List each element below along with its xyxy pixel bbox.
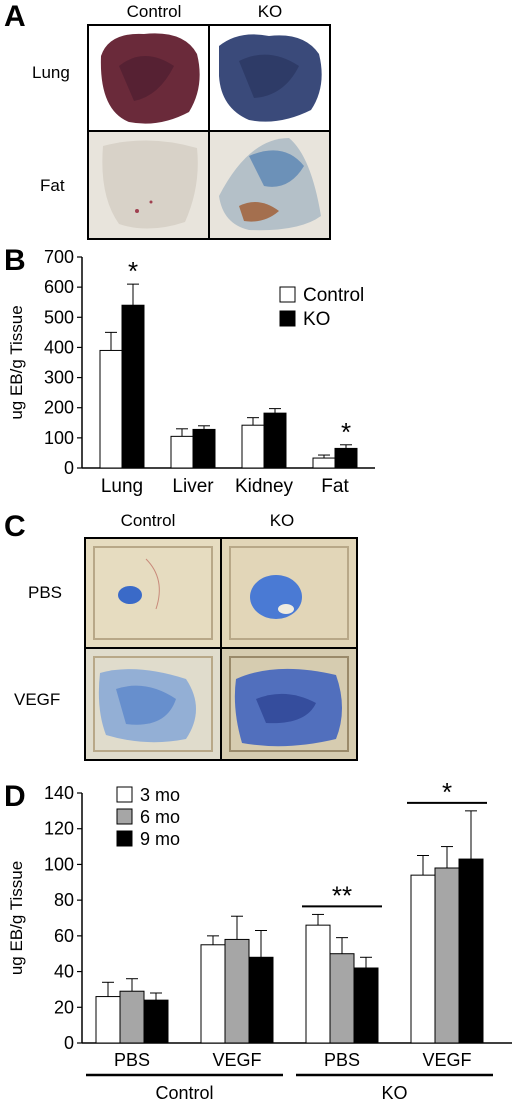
b-significance-star: * bbox=[341, 417, 351, 447]
d-x-tick-label: PBS bbox=[114, 1050, 150, 1070]
b-bar-ko bbox=[334, 447, 358, 469]
b-bar-control bbox=[312, 457, 336, 469]
b-bar-control bbox=[241, 424, 265, 469]
d-legend-label: 6 mo bbox=[140, 807, 180, 827]
panel-a-col-label-control: Control bbox=[126, 2, 182, 21]
panel-c-row-label-pbs: PBS bbox=[28, 583, 63, 602]
panel-b-chart: 0 100 200 300 400 500 600 700 ug EB/g Tissue Lung… bbox=[7, 247, 375, 497]
pbs-control-dye bbox=[118, 586, 142, 604]
panel-a-photos bbox=[89, 26, 329, 238]
panel-c-photos bbox=[86, 539, 356, 759]
d-x-tick-label: VEGF bbox=[422, 1050, 471, 1070]
d-group-label: Control bbox=[155, 1083, 213, 1103]
panel-a-row-label-lung: Lung bbox=[32, 63, 70, 82]
d-y-tick-label: 80 bbox=[54, 890, 74, 910]
panel-c-col-label-ko: KO bbox=[269, 511, 295, 530]
d-bar-6mo bbox=[224, 938, 250, 1044]
panel-c-row-label-vegf: VEGF bbox=[14, 690, 61, 709]
b-bar-ko bbox=[192, 428, 216, 469]
b-legend-swatch bbox=[279, 286, 296, 303]
d-group-label: KO bbox=[381, 1083, 407, 1103]
b-y-tick-label: 200 bbox=[44, 398, 74, 418]
d-y-tick-label: 60 bbox=[54, 926, 74, 946]
b-bar-ko bbox=[263, 412, 287, 469]
d-significance-star: * bbox=[442, 777, 452, 807]
panel-a-photo-grid bbox=[87, 24, 331, 240]
d-y-tick-label: 100 bbox=[44, 854, 74, 874]
b-bar-control bbox=[99, 349, 123, 469]
panel-c-label: C bbox=[4, 510, 26, 543]
b-y-tick-label: 600 bbox=[44, 277, 74, 297]
b-y-tick-label: 400 bbox=[44, 337, 74, 357]
b-x-tick-label: Liver bbox=[172, 476, 214, 497]
d-y-tick-label: 40 bbox=[54, 962, 74, 982]
d-bar-9mo bbox=[143, 999, 169, 1044]
b-y-tick-label: 700 bbox=[44, 247, 74, 267]
panel-d-label: D bbox=[4, 780, 26, 813]
panel-c-photo-grid bbox=[84, 537, 358, 761]
d-bar-3mo bbox=[305, 924, 331, 1044]
d-x-tick-label: PBS bbox=[324, 1050, 360, 1070]
d-bar-9mo bbox=[458, 858, 484, 1044]
panel-a-col-label-ko: KO bbox=[257, 2, 283, 21]
d-x-tick-label: VEGF bbox=[212, 1050, 261, 1070]
d-bar-3mo bbox=[410, 874, 436, 1044]
d-bar-3mo bbox=[95, 996, 121, 1044]
fat-control-tissue bbox=[102, 140, 198, 229]
b-bar-ko bbox=[121, 304, 145, 469]
d-legend-swatch bbox=[116, 808, 133, 825]
d-y-tick-label: 120 bbox=[44, 819, 74, 839]
b-x-tick-label: Fat bbox=[321, 476, 349, 497]
d-bar-6mo bbox=[434, 867, 460, 1044]
d-bar-9mo bbox=[353, 967, 379, 1044]
d-legend-label: 3 mo bbox=[140, 785, 180, 805]
b-y-tick-label: 0 bbox=[64, 458, 74, 478]
b-legend-label: Control bbox=[303, 285, 364, 306]
b-y-tick-label: 300 bbox=[44, 368, 74, 388]
panel-d-chart: 0 20 40 60 80 100 120 140 ug EB/g Tissue PBS VEGF P… bbox=[7, 777, 512, 1103]
d-bar-3mo bbox=[200, 944, 226, 1044]
d-y-tick-label: 140 bbox=[44, 783, 74, 803]
d-legend-swatch bbox=[116, 830, 133, 847]
d-y-axis-label: ug EB/g Tissue bbox=[7, 861, 26, 975]
b-bar-control bbox=[170, 435, 194, 469]
d-y-tick-label: 0 bbox=[64, 1033, 74, 1053]
d-legend-swatch bbox=[116, 786, 133, 803]
d-legend-label: 9 mo bbox=[140, 829, 180, 849]
b-legend-swatch bbox=[279, 310, 296, 327]
d-significance-star: ** bbox=[332, 880, 352, 910]
d-y-tick-label: 20 bbox=[54, 997, 74, 1017]
panel-a-label: A bbox=[4, 0, 26, 33]
b-x-tick-label: Kidney bbox=[235, 476, 294, 497]
b-y-tick-label: 100 bbox=[44, 428, 74, 448]
b-y-axis-label: ug EB/g Tissue bbox=[7, 305, 26, 419]
d-bar-9mo bbox=[248, 956, 274, 1044]
b-significance-star: * bbox=[128, 256, 138, 286]
d-bar-6mo bbox=[119, 990, 145, 1044]
panel-b-label: B bbox=[4, 244, 26, 277]
d-bar-6mo bbox=[329, 953, 355, 1044]
pbs-ko-dye bbox=[250, 575, 302, 619]
panel-a-row-label-fat: Fat bbox=[40, 176, 65, 195]
b-x-tick-label: Lung bbox=[101, 476, 143, 497]
panel-c-col-label-control: Control bbox=[120, 511, 176, 530]
b-y-tick-label: 500 bbox=[44, 307, 74, 327]
b-legend-label: KO bbox=[303, 309, 330, 330]
